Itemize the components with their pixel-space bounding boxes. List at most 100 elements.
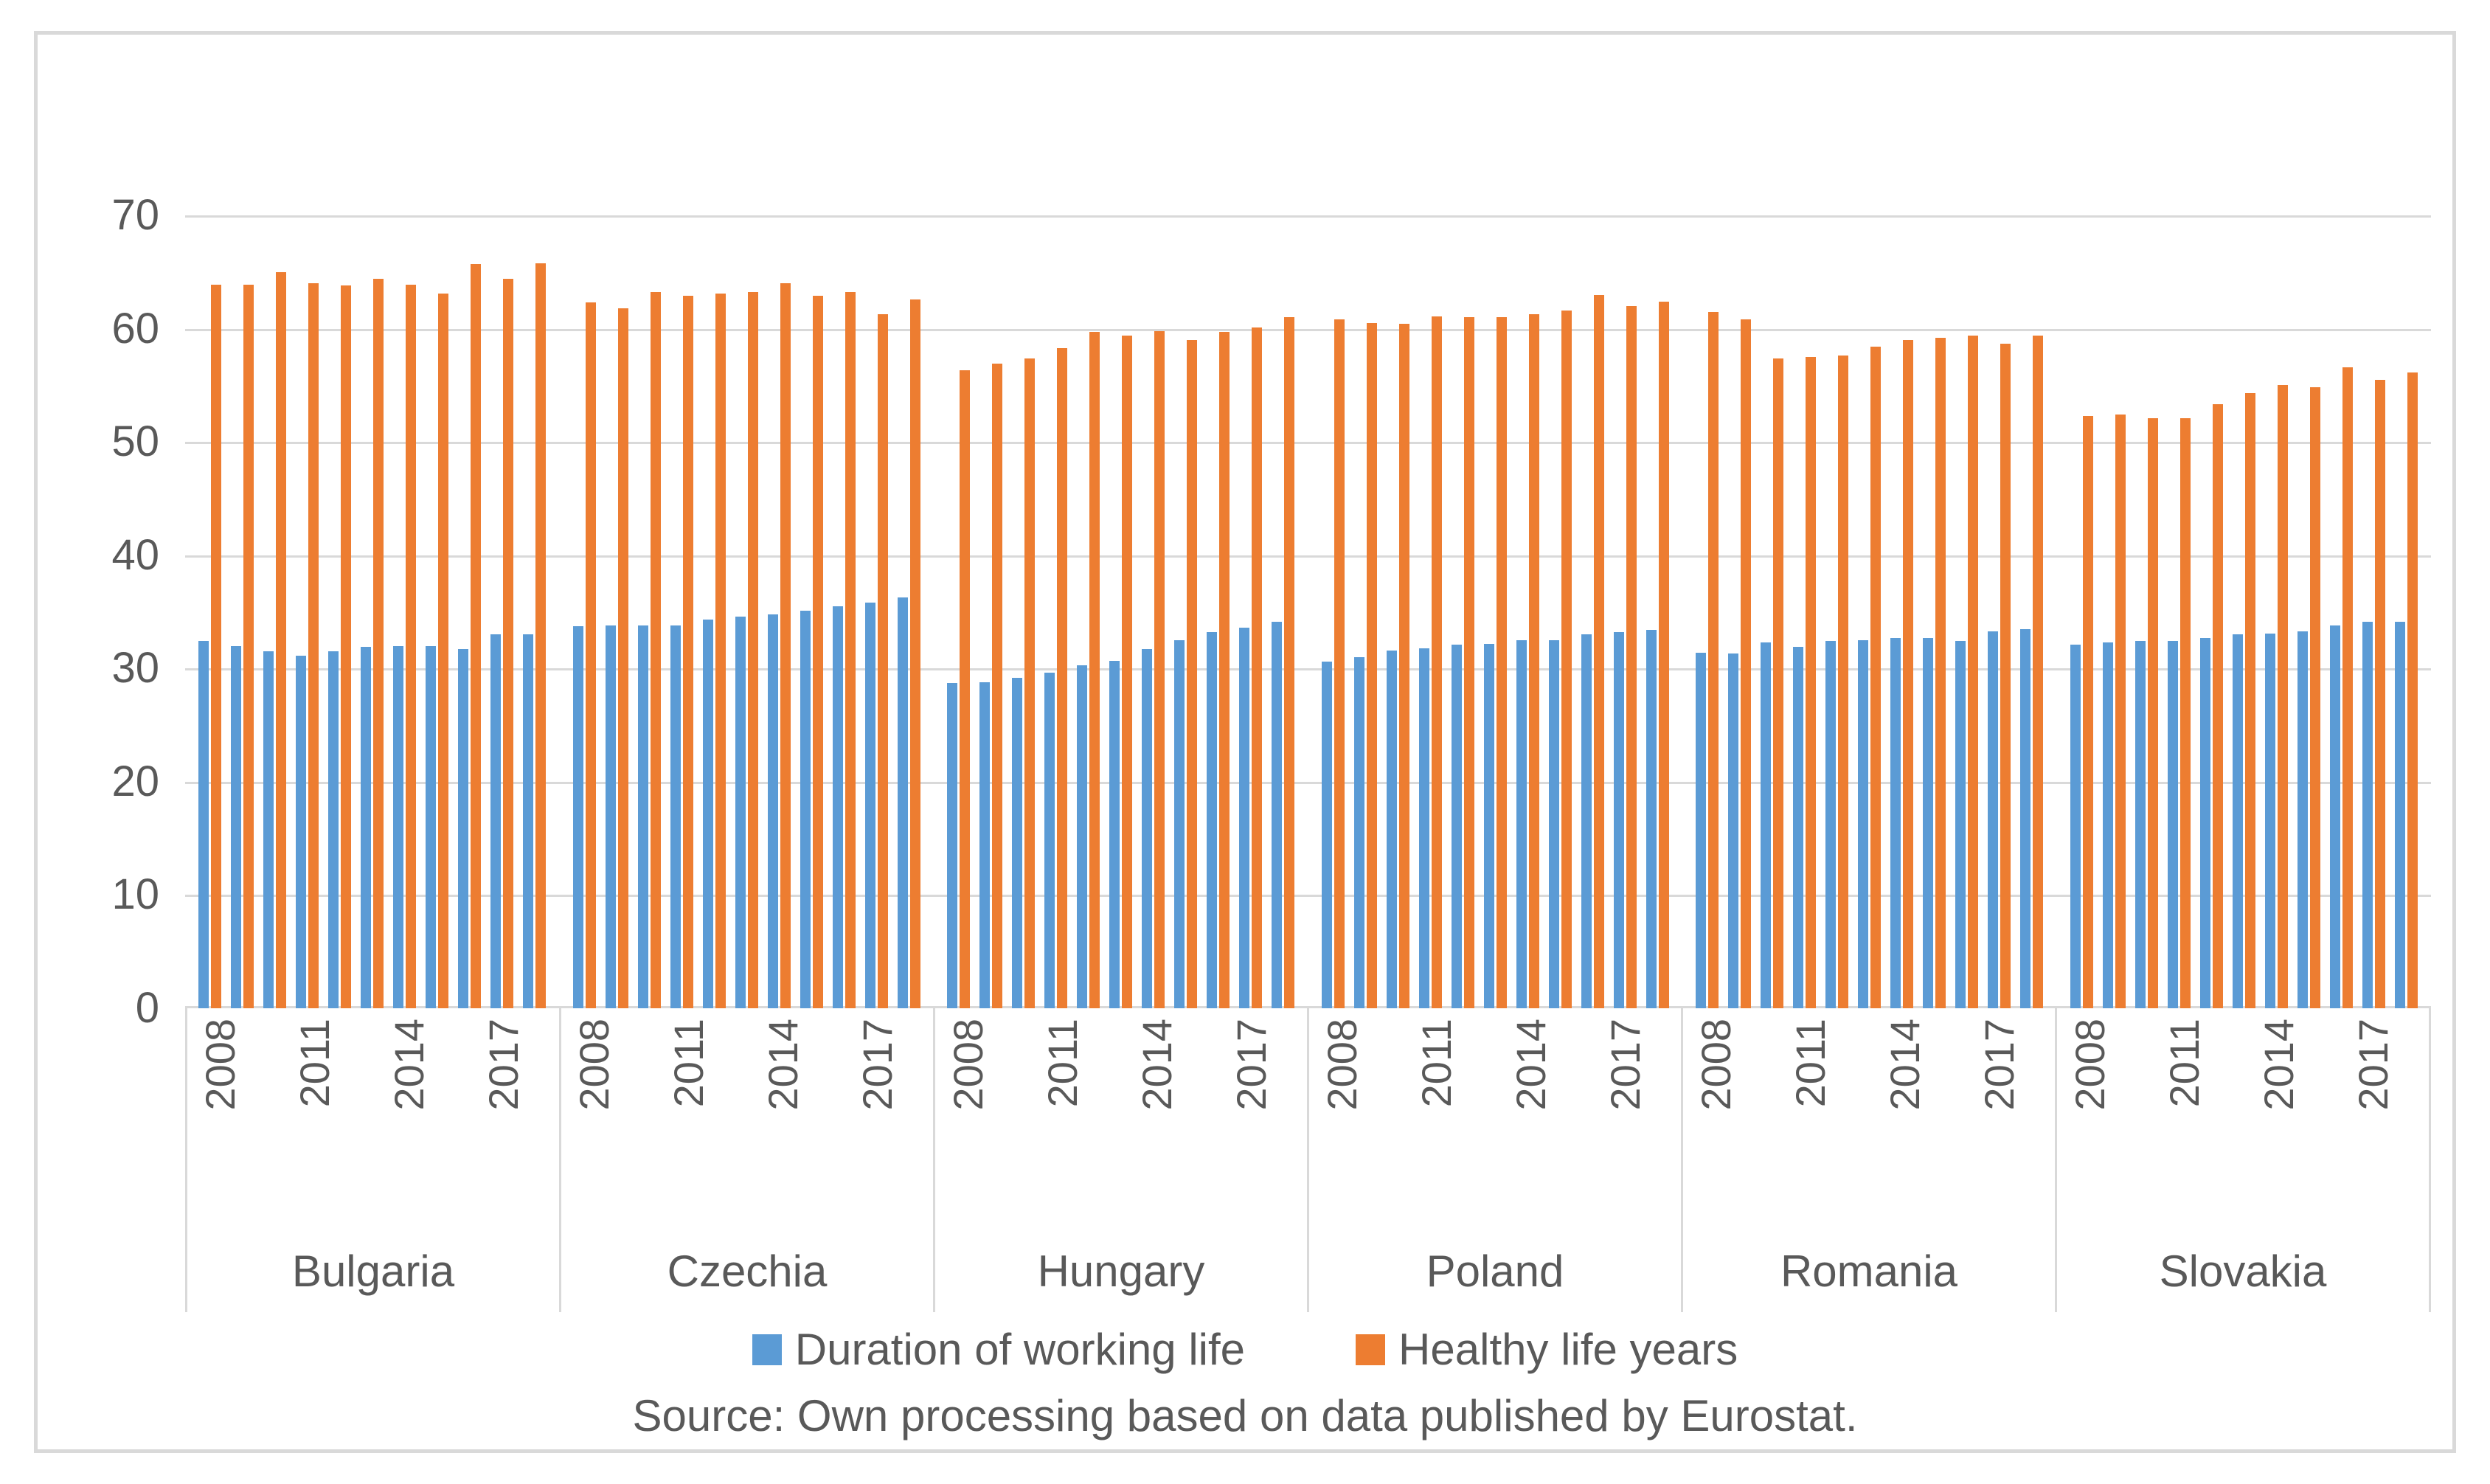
bar-healthy-czechia-2009 [617, 308, 628, 1008]
bar-healthy-slovakia-2015 [2309, 387, 2320, 1008]
bar-duration-bulgaria-2008 [198, 641, 209, 1008]
year-slot [1740, 1008, 1763, 1230]
x-tick-label: 2014 [1133, 1019, 1180, 1111]
bar-pair [1381, 215, 1414, 1008]
bar-pair [1544, 215, 1576, 1008]
bar-duration-slovakia-2018 [2394, 622, 2405, 1008]
year-slot [2326, 1008, 2348, 1230]
bar-healthy-romania-2015 [1935, 337, 1946, 1008]
bar-duration-czechia-2014 [767, 614, 778, 1008]
bar-duration-bulgaria-2011 [296, 656, 307, 1008]
plot-area [185, 215, 2431, 1008]
bar-duration-czechia-2011 [670, 625, 681, 1008]
bar-healthy-poland-2008 [1334, 319, 1345, 1008]
bar-pair [569, 215, 601, 1008]
bar-pair [486, 215, 519, 1008]
bar-duration-bulgaria-2016 [458, 649, 469, 1008]
year-slot: 2014 [385, 1008, 433, 1230]
year-slot [735, 1008, 758, 1230]
bar-healthy-bulgaria-2008 [211, 284, 222, 1008]
bar-healthy-slovakia-2014 [2277, 385, 2288, 1008]
x-tick-label: 2014 [385, 1019, 432, 1111]
year-slot [527, 1008, 550, 1230]
year-labels-row: 2008 2011 2014 2017 [187, 1008, 559, 1230]
year-labels-row: 2008 2011 2014 2017 [1309, 1008, 1681, 1230]
bar-duration-hungary-2010 [1012, 677, 1023, 1008]
bar-duration-poland-2014 [1516, 639, 1527, 1008]
bar-healthy-bulgaria-2016 [471, 264, 482, 1008]
year-slot [1204, 1008, 1227, 1230]
bar-duration-hungary-2011 [1044, 673, 1055, 1008]
bar-duration-slovakia-2010 [2134, 641, 2146, 1008]
year-labels-row: 2008 2011 2014 2017 [1683, 1008, 2055, 1230]
year-labels-row: 2008 2011 2014 2017 [2057, 1008, 2429, 1230]
legend: Duration of working life Healthy life ye… [38, 1324, 2452, 1375]
bar-healthy-hungary-2013 [1122, 335, 1133, 1008]
bar-pair [1479, 215, 1511, 1008]
year-slot: 2011 [1786, 1008, 1834, 1230]
bar-healthy-hungary-2009 [992, 364, 1003, 1008]
legend-item-healthy: Healthy life years [1356, 1324, 1738, 1375]
year-slot: 2014 [1507, 1008, 1555, 1230]
bar-pair [892, 215, 925, 1008]
bar-pair [1267, 215, 1300, 1008]
bar-duration-bulgaria-2009 [231, 645, 242, 1008]
bar-healthy-bulgaria-2014 [406, 284, 417, 1008]
x-axis-cell-romania: 2008 2011 2014 2017 Romania [1681, 1008, 2055, 1312]
bar-pair [2098, 215, 2130, 1008]
bar-duration-romania-2014 [1890, 637, 1901, 1008]
year-slot [641, 1008, 664, 1230]
country-label: Romania [1780, 1246, 1958, 1296]
bar-healthy-poland-2013 [1496, 317, 1507, 1008]
bar-duration-hungary-2009 [979, 682, 991, 1008]
bar-healthy-hungary-2017 [1252, 327, 1263, 1008]
year-slot: 2017 [2349, 1008, 2397, 1230]
bar-healthy-romania-2008 [1708, 311, 1719, 1008]
y-axis: 0 10 20 30 40 50 60 70 [38, 192, 159, 1032]
bar-healthy-czechia-2010 [650, 292, 661, 1008]
bar-healthy-slovakia-2016 [2342, 367, 2353, 1008]
bar-healthy-romania-2014 [1903, 339, 1914, 1008]
bar-duration-romania-2012 [1825, 641, 1837, 1008]
bar-pair [1414, 215, 1446, 1008]
x-tick-label: 2017 [1975, 1019, 2022, 1111]
bar-pair [2130, 215, 2163, 1008]
year-slot [1649, 1008, 1672, 1230]
bar-pair [226, 215, 259, 1008]
year-slot [1181, 1008, 1204, 1230]
country-group-slovakia [2057, 215, 2432, 1008]
bar-duration-slovakia-2015 [2297, 631, 2308, 1008]
x-axis: 2008 2011 2014 2017 Bulgaria 2008 2011 2014 2017… [185, 1008, 2431, 1312]
bar-duration-czechia-2008 [572, 626, 583, 1008]
bar-healthy-poland-2011 [1431, 316, 1442, 1008]
bar-healthy-poland-2016 [1593, 294, 1604, 1008]
bar-pair [730, 215, 763, 1008]
bar-pair [2227, 215, 2260, 1008]
bar-pair [860, 215, 892, 1008]
x-tick-label: 2008 [571, 1019, 617, 1111]
bar-healthy-bulgaria-2015 [438, 293, 449, 1008]
bar-duration-slovakia-2013 [2232, 634, 2243, 1008]
bar-pair [2163, 215, 2195, 1008]
bar-pair [633, 215, 665, 1008]
y-tick-label: 60 [111, 304, 159, 353]
bar-duration-romania-2009 [1728, 653, 1739, 1008]
year-slot [267, 1008, 290, 1230]
bar-healthy-romania-2016 [1968, 335, 1979, 1008]
year-slot [2114, 1008, 2137, 1230]
bar-duration-poland-2009 [1353, 656, 1364, 1008]
bar-pair [1691, 215, 1724, 1008]
bar-pair [356, 215, 389, 1008]
bar-healthy-slovakia-2017 [2374, 379, 2385, 1008]
year-slot [1086, 1008, 1109, 1230]
bar-pair [975, 215, 1008, 1008]
year-slot [830, 1008, 853, 1230]
bar-pair [194, 215, 226, 1008]
gridline [185, 668, 2431, 671]
x-tick-label: 2017 [1227, 1019, 1275, 1111]
country-label: Slovakia [2159, 1246, 2327, 1296]
year-slot [2231, 1008, 2254, 1230]
bar-healthy-slovakia-2013 [2244, 393, 2255, 1008]
x-tick-label: 2017 [853, 1019, 901, 1111]
bar-duration-czechia-2009 [605, 625, 616, 1008]
